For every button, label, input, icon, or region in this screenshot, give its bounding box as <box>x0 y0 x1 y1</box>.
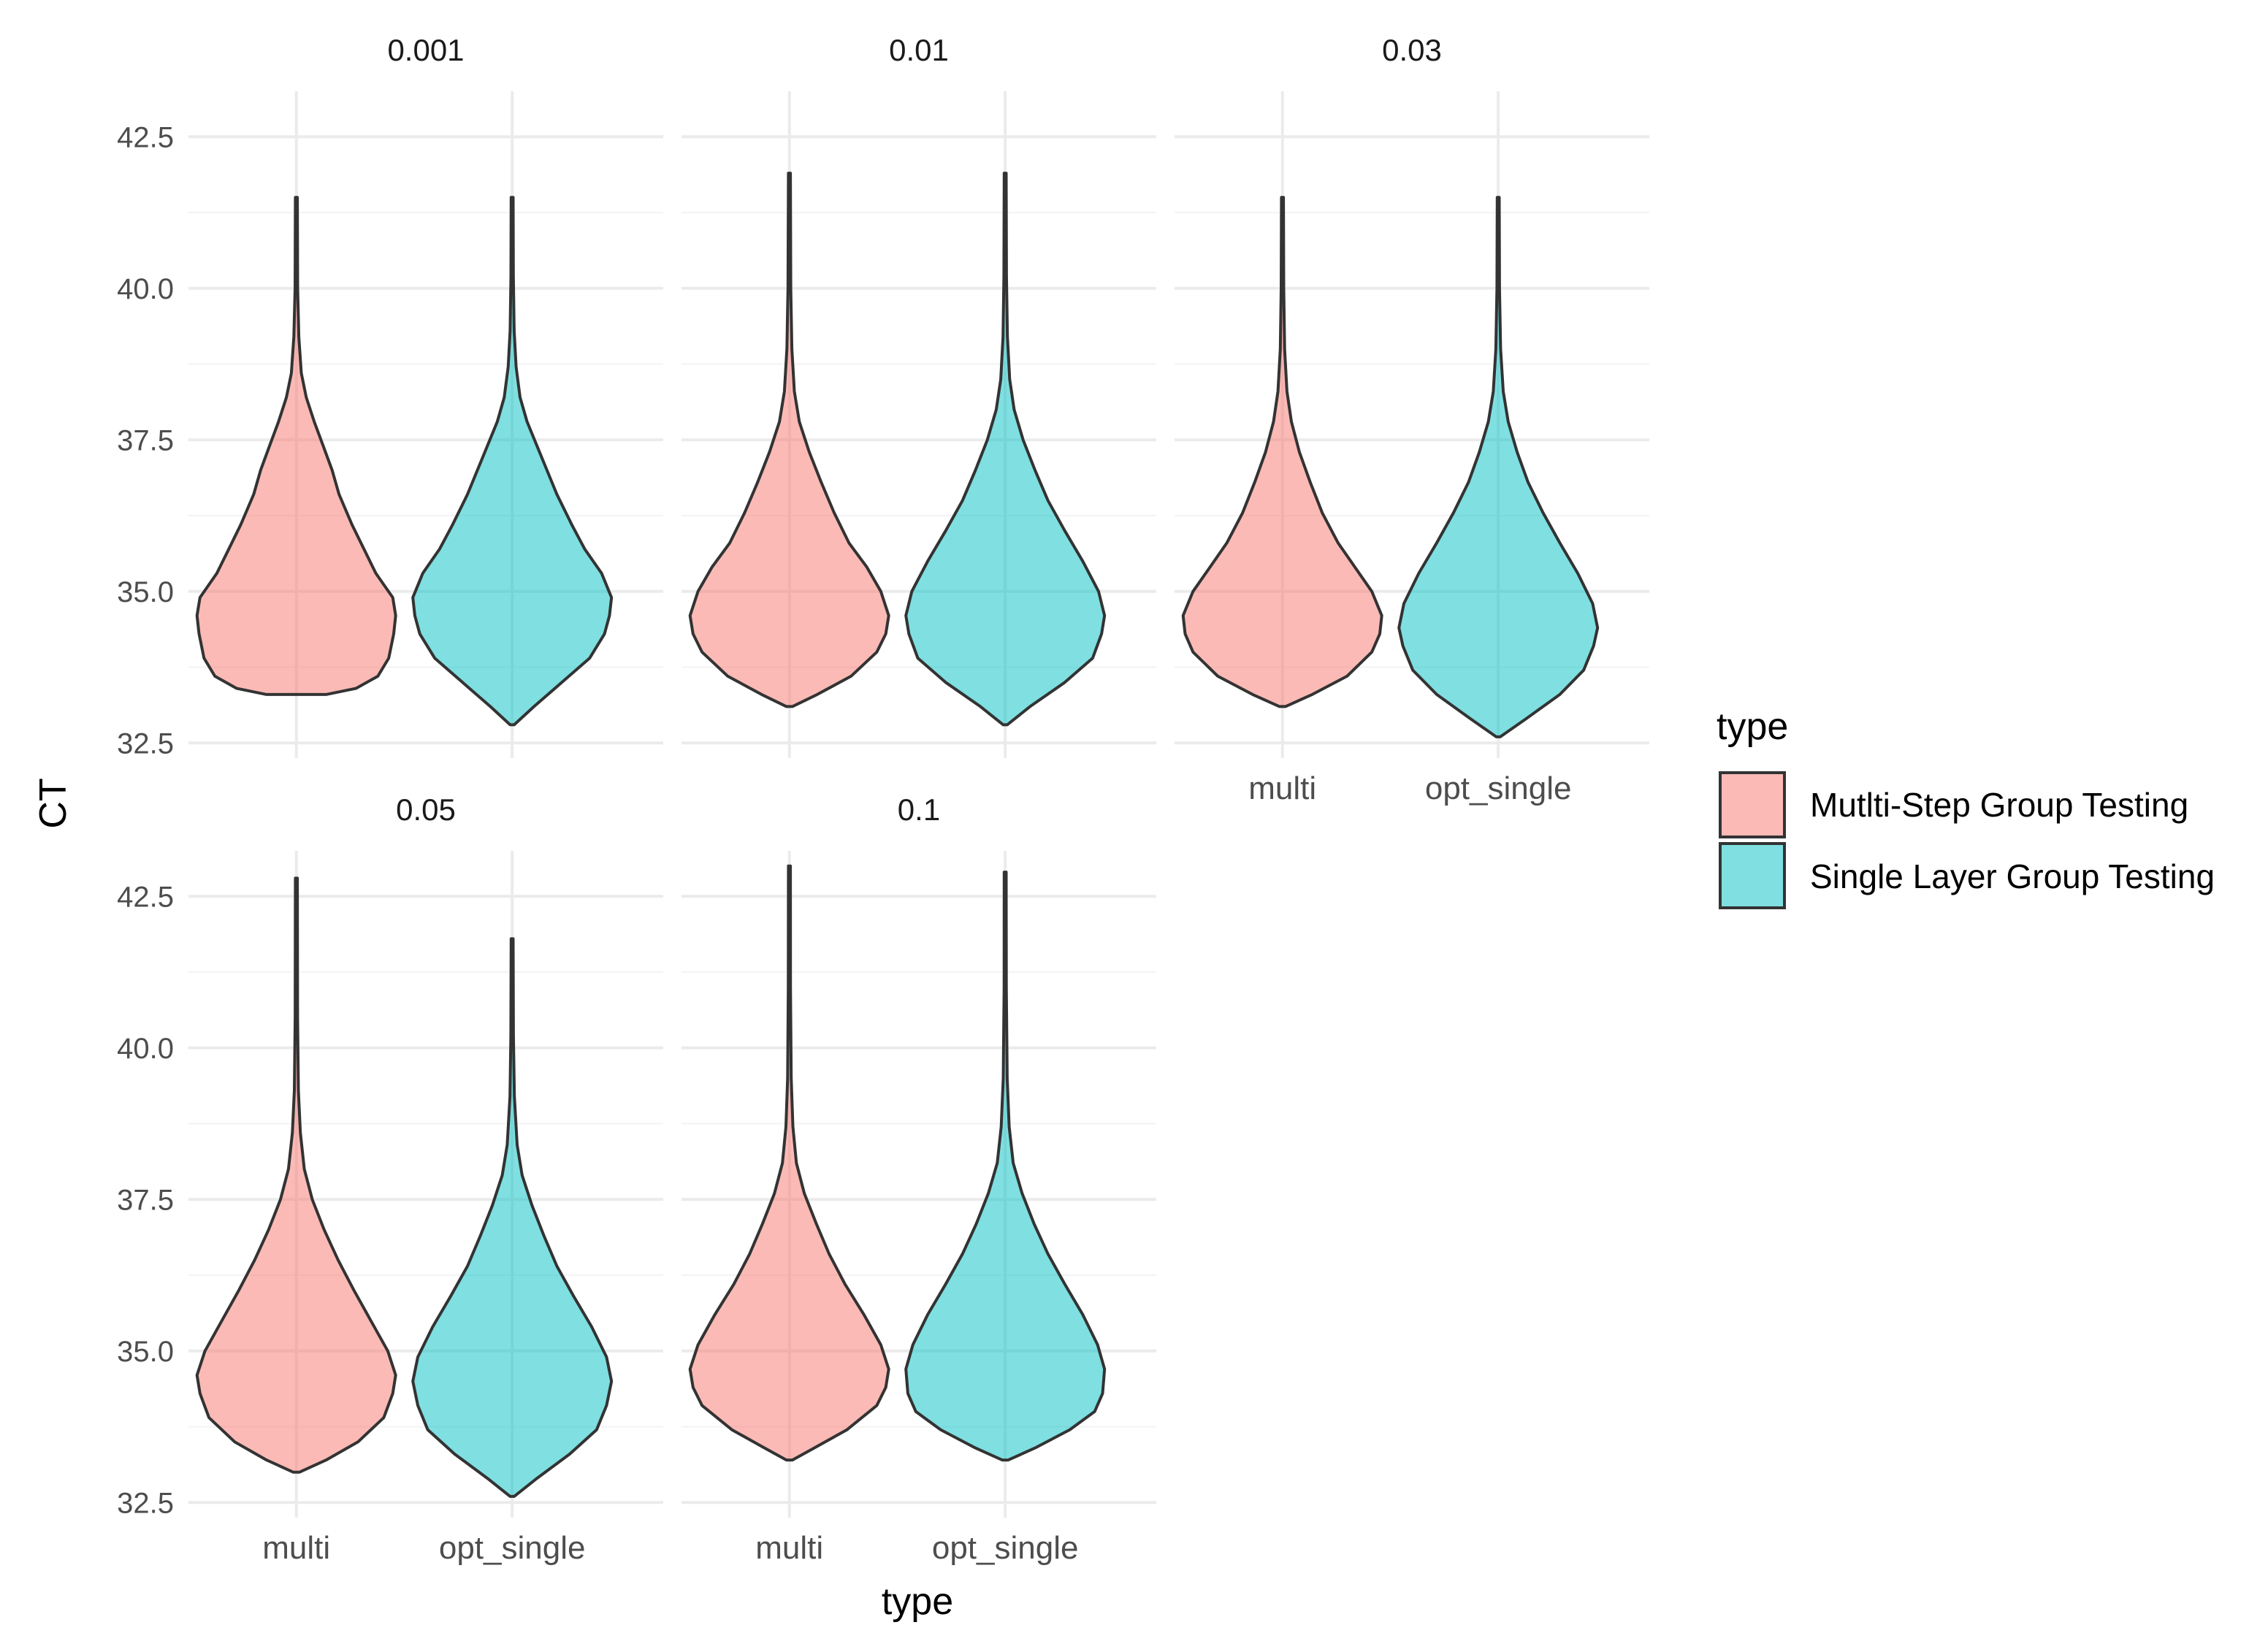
panel-strip-label: 0.1 <box>898 792 940 827</box>
y-tick-label: 35.0 <box>117 576 174 608</box>
y-tick-label: 40.0 <box>117 1033 174 1065</box>
violin-opt_single-0.01 <box>904 172 1107 727</box>
violin-multi-0.01 <box>688 172 890 708</box>
legend-key-multi <box>1719 771 1786 838</box>
legend-label-opt-single: Single Layer Group Testing <box>1810 857 2215 895</box>
legend-label-multi: Mutlti-Step Group Testing <box>1810 786 2188 824</box>
x-axis-title: type <box>882 1580 953 1623</box>
panel-0.1: 0.1 multi opt_single <box>681 792 1156 1566</box>
y-tick-label: 37.5 <box>117 424 174 456</box>
x-tick-label-multi: multi <box>755 1530 823 1566</box>
y-tick-label: 32.5 <box>117 727 174 760</box>
y-axis-title: CT <box>32 778 75 828</box>
y-tick-label: 35.0 <box>117 1336 174 1368</box>
panels-layer: 0.001 32.5 35.0 37.5 40.0 42.5 0.01 0.03 multi op… <box>117 33 1649 1566</box>
violin-multi-0.001 <box>195 196 397 696</box>
x-tick-label-multi: multi <box>262 1530 330 1566</box>
x-tick-label-opt_single: opt_single <box>439 1530 586 1566</box>
y-tick-label: 32.5 <box>117 1487 174 1519</box>
axis-layer: CT type <box>32 778 953 1623</box>
panel-0.001: 0.001 32.5 35.0 37.5 40.0 42.5 <box>117 33 663 760</box>
legend: type Mutlti-Step Group Testing Single La… <box>1717 706 2215 909</box>
y-tick-label: 42.5 <box>117 881 174 913</box>
violin-opt_single-0.05 <box>411 937 614 1498</box>
y-tick-label: 42.5 <box>117 121 174 153</box>
panel-0.01: 0.01 <box>681 33 1156 758</box>
violin-multi-0.05 <box>195 876 397 1474</box>
x-tick-label-opt_single: opt_single <box>932 1530 1079 1566</box>
x-tick-label-opt_single: opt_single <box>1425 771 1572 806</box>
panel-strip-label: 0.001 <box>387 33 464 67</box>
panel-strip-label: 0.05 <box>396 792 456 827</box>
panel-strip-label: 0.01 <box>889 33 949 67</box>
legend-title: type <box>1717 706 1788 748</box>
violin-multi-0.1 <box>688 864 890 1462</box>
y-tick-label: 40.0 <box>117 273 174 305</box>
y-tick-label: 37.5 <box>117 1184 174 1216</box>
violin-opt_single-0.001 <box>411 196 614 727</box>
panel-0.03: 0.03 multi opt_single <box>1175 33 1649 806</box>
violin-multi-0.03 <box>1181 196 1383 708</box>
panel-strip-label: 0.03 <box>1382 33 1442 67</box>
violin-opt_single-0.1 <box>904 871 1107 1462</box>
x-tick-label-multi: multi <box>1248 771 1316 806</box>
panel-0.05: 0.05 32.5 35.0 37.5 40.0 42.5 multi opt_single <box>117 792 663 1566</box>
violin-opt_single-0.03 <box>1397 196 1600 738</box>
legend-key-opt-single <box>1719 842 1786 909</box>
